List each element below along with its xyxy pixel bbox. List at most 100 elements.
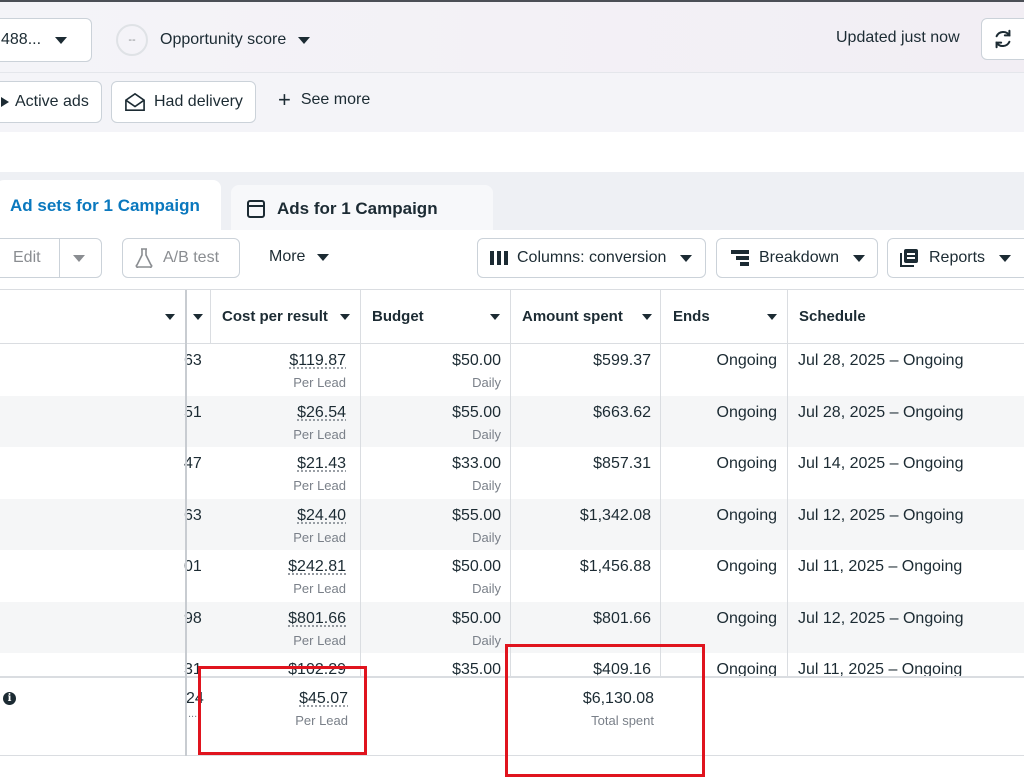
row-budget-sub: Daily xyxy=(472,632,501,648)
row-schedule: Jul 11, 2025 – Ongoing xyxy=(798,661,963,678)
row-ends: Ongoing xyxy=(716,609,778,627)
table-row[interactable]: 51 $26.54 Per Lead $55.00 Daily $663.62 Ongoin… xyxy=(0,395,1024,447)
chevron-down-icon xyxy=(55,36,68,44)
flask-icon xyxy=(135,248,153,268)
columns-button[interactable]: Columns: conversion xyxy=(477,238,706,278)
ad-icon xyxy=(247,199,265,218)
row-budget: $35.00 xyxy=(452,661,501,678)
row-cost-sub: Per Lead xyxy=(293,375,346,390)
row-schedule: Jul 14, 2025 – Ongoing xyxy=(798,455,964,472)
ad-sets-table: 63 $119.87 Per Lead $50.00 Daily $599.37 Ongoi… xyxy=(0,289,1024,777)
row-cost-per-result[interactable]: $242.81 xyxy=(288,558,346,575)
row-partial-value: 98 xyxy=(184,609,202,627)
info-icon[interactable]: i xyxy=(3,692,16,705)
account-selector[interactable]: 488... xyxy=(0,18,92,62)
column-divider xyxy=(360,290,361,756)
toolbar: Edit A/B test More Columns: conversion B… xyxy=(0,230,1024,288)
total-row: i 24 ... $45.07 Per Lead $6,130.08 Total… xyxy=(0,676,1024,756)
row-cost-per-result[interactable]: $119.87 xyxy=(289,352,346,369)
edit-button[interactable]: Edit xyxy=(0,238,102,278)
row-ends: Ongoing xyxy=(716,455,778,472)
see-more-button[interactable]: + See more xyxy=(278,87,371,112)
opportunity-score-button[interactable]: -- Opportunity score xyxy=(116,24,311,56)
row-cost-per-result[interactable]: $24.40 xyxy=(297,506,346,524)
header-schedule[interactable]: Schedule xyxy=(788,290,1024,344)
table-row[interactable]: 63 $24.40 Per Lead $55.00 Daily $1,342.08 Ongo… xyxy=(0,498,1024,550)
header-cost-per-result-label: Cost per result xyxy=(222,308,328,325)
row-ends: Ongoing xyxy=(716,403,778,421)
row-cost-per-result[interactable]: $26.54 xyxy=(297,403,346,421)
edit-label: Edit xyxy=(13,249,41,266)
header-cell-results[interactable] xyxy=(187,290,211,344)
chevron-down-icon xyxy=(767,314,777,320)
row-ends: Ongoing xyxy=(716,661,778,678)
header-ends[interactable]: Ends xyxy=(661,290,788,344)
row-budget: $55.00 xyxy=(452,403,501,421)
tab-ad-sets[interactable]: Ad sets for 1 Campaign xyxy=(0,180,221,232)
plus-icon: + xyxy=(278,87,291,112)
header-budget[interactable]: Budget xyxy=(361,290,511,344)
column-divider xyxy=(660,290,661,756)
chevron-down-icon xyxy=(73,255,85,262)
chevron-down-icon xyxy=(298,36,311,44)
row-budget: $50.00 xyxy=(452,558,501,575)
row-cost-per-result[interactable]: $102.29 xyxy=(288,661,346,678)
see-more-label: See more xyxy=(300,91,371,108)
total-cost-per-result: $45.07 xyxy=(299,690,348,707)
row-budget: $55.00 xyxy=(452,506,501,524)
header-amount-spent[interactable]: Amount spent xyxy=(511,290,661,344)
row-cost-sub: Per Lead xyxy=(293,581,346,596)
updated-status: Updated just now xyxy=(836,29,960,46)
had-delivery-filter[interactable]: Had delivery xyxy=(111,81,256,123)
edit-divider xyxy=(59,239,60,277)
table-row[interactable]: 63 $119.87 Per Lead $50.00 Daily $599.37 Ongoi… xyxy=(0,344,1024,395)
row-amount-spent: $801.66 xyxy=(593,609,651,627)
chevron-down-icon xyxy=(999,254,1012,262)
more-button[interactable]: More xyxy=(269,248,330,266)
refresh-icon xyxy=(995,29,1011,49)
reports-button[interactable]: Reports xyxy=(887,238,1024,278)
table-row[interactable]: 01 $242.81 Per Lead $50.00 Daily $1,456.88 Ong… xyxy=(0,550,1024,601)
tab-bar: Ad sets for 1 Campaign Ads for 1 Campaig… xyxy=(0,172,1024,232)
chevron-down-icon xyxy=(317,253,330,261)
columns-icon xyxy=(490,251,508,265)
row-cost-sub: Per Lead xyxy=(293,478,346,493)
header-cell-name[interactable] xyxy=(0,290,185,344)
column-divider xyxy=(210,290,211,344)
row-amount-spent: $599.37 xyxy=(593,352,651,369)
breakdown-label: Breakdown xyxy=(759,249,840,266)
envelope-icon xyxy=(125,92,145,111)
row-schedule: Jul 11, 2025 – Ongoing xyxy=(798,558,963,575)
chevron-down-icon xyxy=(680,254,693,262)
row-budget-sub: Daily xyxy=(472,529,501,545)
row-cost-sub: Per Lead xyxy=(293,529,346,545)
row-budget-sub: Daily xyxy=(472,581,501,596)
row-budget-sub: Daily xyxy=(472,478,501,493)
opportunity-score-value: -- xyxy=(128,34,136,46)
tab-ad-sets-label: Ad sets for 1 Campaign xyxy=(10,196,200,215)
refresh-button[interactable] xyxy=(981,18,1024,60)
breakdown-button[interactable]: Breakdown xyxy=(716,238,878,278)
tab-ads[interactable]: Ads for 1 Campaign xyxy=(231,185,493,232)
columns-label: Columns: conversion xyxy=(517,249,667,266)
row-ends: Ongoing xyxy=(716,352,778,369)
row-partial-value: 31 xyxy=(184,661,202,678)
chevron-down-icon xyxy=(853,254,866,262)
header-cost-per-result[interactable]: Cost per result xyxy=(211,290,361,344)
row-cost-per-result[interactable]: $21.43 xyxy=(297,455,346,472)
row-schedule: Jul 28, 2025 – Ongoing xyxy=(798,403,964,421)
row-cost-per-result[interactable]: $801.66 xyxy=(288,609,346,627)
row-partial-value: 01 xyxy=(184,558,202,575)
table-row[interactable]: 47 $21.43 Per Lead $33.00 Daily $857.31 Ongoin… xyxy=(0,447,1024,498)
row-schedule: Jul 28, 2025 – Ongoing xyxy=(798,352,964,369)
header-budget-label: Budget xyxy=(372,308,424,325)
top-bar: 488... -- Opportunity score Updated just… xyxy=(0,0,1024,72)
header-ends-label: Ends xyxy=(673,308,710,325)
ab-test-button[interactable]: A/B test xyxy=(122,238,240,278)
active-ads-filter[interactable]: Active ads xyxy=(0,81,102,123)
chevron-down-icon xyxy=(165,314,175,320)
row-budget: $50.00 xyxy=(452,609,501,627)
row-partial-value: 63 xyxy=(184,506,202,524)
row-ends: Ongoing xyxy=(716,506,778,524)
